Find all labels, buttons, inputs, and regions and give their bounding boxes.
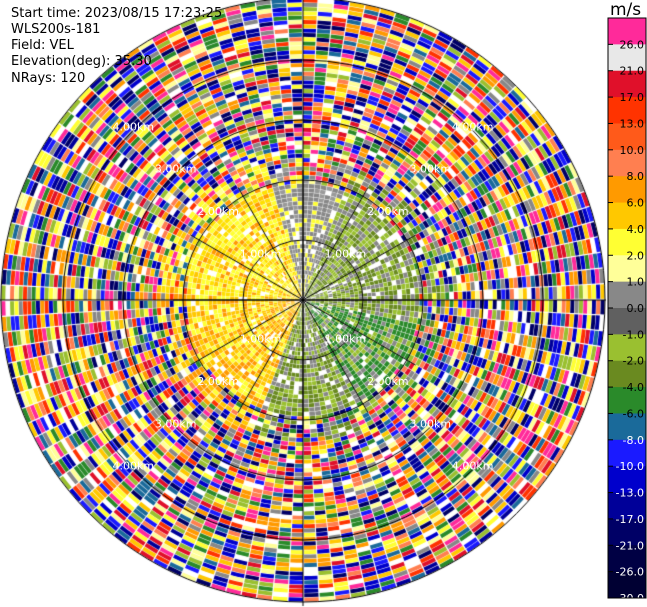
colorbar-tick-label: 13.0 (620, 117, 645, 130)
range-ring-label: 2.00km (197, 375, 239, 388)
colorbar-swatch (608, 18, 646, 45)
instrument-label: WLS200s-181 (11, 22, 101, 37)
range-ring-label: 1.00km (240, 332, 282, 345)
colorbar-swatch (608, 413, 646, 441)
colorbar-tick-label: 26.0 (620, 38, 645, 51)
colorbar-tick-label: -17.0 (616, 513, 644, 526)
colorbar-tick-label: -10.0 (616, 460, 644, 473)
colorbar-tick-label: 21.0 (620, 65, 645, 78)
colorbar-swatch (608, 176, 646, 204)
start-time-label: Start time: 2023/08/15 17:23:25 (11, 6, 223, 21)
range-ring-label: 4.00km (113, 120, 155, 133)
colorbar-swatch (608, 334, 646, 362)
colorbar-swatch (608, 255, 646, 283)
range-ring-label: 4.00km (452, 460, 494, 473)
colorbar-swatch (608, 308, 646, 335)
colorbar-swatch (608, 228, 646, 256)
nrays-label: NRays: 120 (11, 71, 86, 86)
colorbar-tick-label: 10.0 (620, 144, 645, 157)
range-ring-label: 2.00km (367, 375, 409, 388)
colorbar-tick-label: 4.0 (627, 223, 645, 236)
colorbar-tick-label: -26.0 (616, 566, 644, 579)
field-label: Field: VEL (11, 38, 74, 53)
colorbar-swatch (608, 492, 646, 520)
colorbar-tick-label: -13.0 (616, 487, 644, 500)
colorbar-swatch (608, 97, 646, 124)
range-ring-label: 1.00km (325, 248, 367, 261)
colorbar-swatch (608, 202, 646, 230)
colorbar-tick-label: 2.0 (627, 249, 645, 262)
colorbar-unit: m/s (610, 0, 642, 20)
colorbar-tick-label: 17.0 (620, 91, 645, 104)
range-ring-label: 4.00km (113, 460, 155, 473)
colorbar-swatch (608, 44, 646, 72)
colorbar-tick-label: 0.0 (627, 302, 645, 315)
colorbar-swatch (608, 545, 646, 573)
range-ring-label: 1.00km (325, 332, 367, 345)
colorbar-tick-label: 8.0 (627, 170, 645, 183)
colorbar-tick-label: -6.0 (623, 407, 644, 420)
colorbar-border (607, 17, 647, 599)
range-ring-label: 1.00km (240, 248, 282, 261)
range-ring-label: 2.00km (367, 205, 409, 218)
colorbar-swatch (608, 123, 646, 151)
colorbar-tick-label: -4.0 (623, 381, 644, 394)
colorbar-swatch (608, 387, 646, 414)
colorbar-swatch (608, 360, 646, 388)
colorbar-swatch (608, 70, 646, 98)
range-ring-label: 3.00km (409, 163, 451, 176)
colorbar-swatch (608, 281, 646, 309)
colorbar-swatch (608, 571, 646, 599)
colorbar-tick-label: -8.0 (623, 434, 644, 447)
colorbar-tick-label: -2.0 (623, 355, 644, 368)
range-ring-label: 3.00km (409, 417, 451, 430)
colorbar-tick-label: -21.0 (616, 539, 644, 552)
colorbar-swatch (608, 149, 646, 177)
elevation-label: Elevation(deg): 35.30 (11, 54, 152, 69)
colorbar-swatch (608, 518, 646, 546)
range-ring-label: 4.00km (452, 120, 494, 133)
range-ring-label: 3.00km (155, 163, 197, 176)
colorbar-tick-label: 6.0 (627, 197, 645, 210)
colorbar-tick-label: -1.0 (623, 328, 644, 341)
colorbar-swatch (608, 439, 646, 467)
colorbar-swatch (608, 466, 646, 494)
range-ring-label: 3.00km (155, 417, 197, 430)
range-ring-label: 2.00km (197, 205, 239, 218)
colorbar-tick-label: 1.0 (627, 276, 645, 289)
